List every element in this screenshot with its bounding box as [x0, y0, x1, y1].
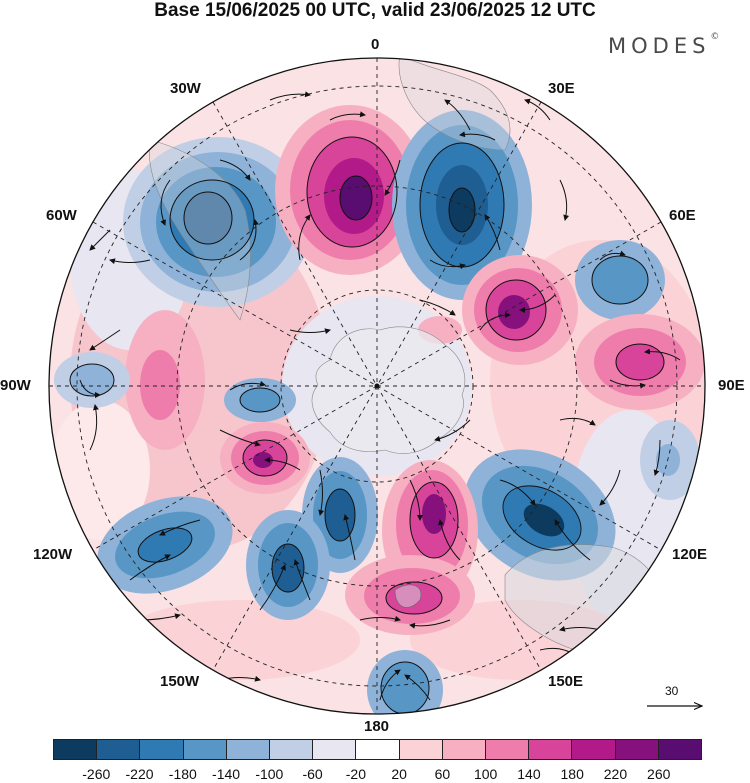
lon-label-30w: 30W [170, 80, 201, 97]
colorbar-tick-label: -260 [82, 766, 111, 782]
colorbar-swatch-0 [54, 740, 98, 759]
lon-label-30e: 30E [548, 80, 575, 97]
anomaly-high-90e [575, 314, 705, 410]
colorbar-tick-label: -180 [168, 766, 197, 782]
colorbar-swatch-2 [140, 740, 184, 759]
lon-label-120w: 120W [33, 546, 73, 563]
colorbar-swatch-1 [97, 740, 141, 759]
colorbar-swatch-6 [313, 740, 357, 759]
reference-vector-value: 30 [665, 684, 679, 698]
colorbar-swatch-11 [529, 740, 573, 759]
lon-label-60e: 60E [669, 207, 696, 224]
anomaly-low-180 [367, 650, 443, 714]
colorbar-tick-label: 100 [473, 766, 498, 782]
colorbar-swatch-9 [442, 740, 487, 759]
colorbar-swatch-10 [486, 740, 530, 759]
brand-mark: © [710, 32, 720, 42]
field-layer [49, 58, 705, 714]
colorbar-tick-label: -60 [302, 766, 323, 782]
colorbar-swatch-14 [658, 740, 702, 759]
colorbar-tick-label: -100 [255, 766, 284, 782]
lon-label-0: 0 [371, 36, 380, 53]
lon-label-150w: 150W [160, 673, 200, 690]
colorbar-swatch-12 [572, 740, 616, 759]
africa-outline [398, 58, 511, 151]
lon-label-180: 180 [364, 718, 390, 735]
colorbar-swatch-8 [399, 740, 443, 759]
colorbar-tick-label: 20 [391, 766, 407, 782]
lon-label-120e: 120E [672, 546, 708, 563]
lon-label-90e: 90E [718, 377, 745, 394]
anomaly-high-150e [382, 460, 478, 600]
south-america-outline [148, 139, 251, 321]
colorbar-swatch-13 [615, 740, 659, 759]
anomaly-low-60e-small [575, 240, 665, 320]
colorbar [53, 739, 702, 760]
colorbar-swatch-3 [183, 740, 227, 759]
lon-label-60w: 60W [46, 207, 77, 224]
colorbar-swatch-7 [356, 740, 400, 759]
lon-label-150e: 150E [548, 673, 584, 690]
lon-label-90w: 90W [0, 377, 31, 394]
anomaly-high-0 [275, 105, 425, 275]
anomaly-low-150w [246, 457, 378, 620]
colorbar-tick-label: 140 [517, 766, 541, 782]
colorbar-tick-label: -20 [345, 766, 366, 782]
colorbar-tick-label: -220 [125, 766, 154, 782]
colorbar-ticks: -260 -220 -180 -140 -100 -60 -20 20 60 100 140 180 2… [0, 766, 750, 783]
colorbar-tick-label: 220 [603, 766, 628, 782]
colorbar-tick-label: -140 [212, 766, 241, 782]
colorbar-tick-label: 260 [647, 766, 671, 782]
map-border [48, 57, 706, 715]
brand-name: MODES [608, 34, 711, 58]
map-title: Base 15/06/2025 00 UTC, valid 23/06/2025… [154, 0, 596, 21]
colorbar-swatch-5 [270, 740, 314, 759]
brand-logo: MODES© [608, 32, 720, 58]
colorbar-tick-label: 60 [434, 766, 451, 782]
wind-vectors [79, 91, 681, 701]
colorbar-tick-label: 180 [560, 766, 584, 782]
colorbar-swatch-4 [226, 740, 271, 759]
anomaly-low-30e [392, 110, 532, 300]
